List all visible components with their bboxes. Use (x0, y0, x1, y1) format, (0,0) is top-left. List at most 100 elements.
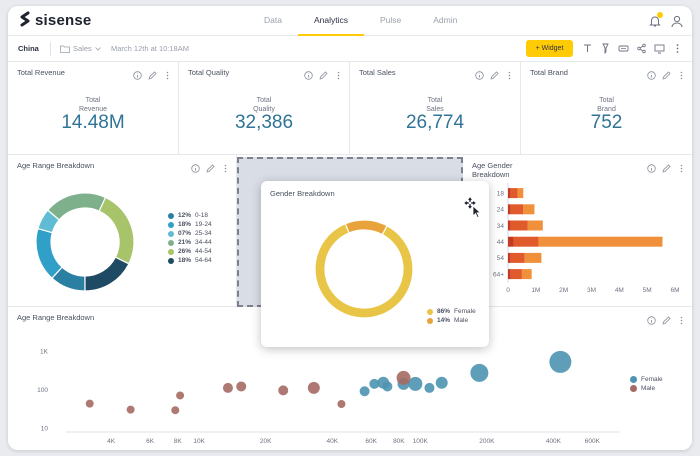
age-gender-bar-widget[interactable]: Age Gender Breakdown 18 24 34 44 54 64+ 0 1M 2M 3M… (463, 155, 692, 307)
export-pdf-icon[interactable] (618, 43, 629, 54)
bar-segment[interactable] (538, 236, 663, 247)
widget-menu-icon[interactable] (677, 312, 686, 325)
widget-menu-icon[interactable] (221, 160, 230, 173)
top-navigation-bar: sisense Data Analytics Pulse Admin (8, 6, 692, 36)
bubble-female[interactable] (470, 363, 489, 382)
bubble-male[interactable] (85, 399, 94, 408)
edit-pencil-icon[interactable] (319, 67, 328, 80)
kpi-widget-total-brand[interactable]: Total Brand Total Brand 752 (521, 62, 692, 155)
legend-item[interactable]: 12% 0-18 (168, 211, 212, 220)
toolbar-icons (582, 43, 683, 54)
bubble-female[interactable] (359, 386, 370, 397)
legend-swatch (630, 385, 637, 392)
bar-segment[interactable] (510, 252, 525, 263)
bubble-male[interactable] (396, 370, 411, 385)
legend-item[interactable]: 14% Male (427, 316, 476, 325)
bubble-male[interactable] (126, 405, 135, 414)
gender-breakdown-widget-dragging[interactable]: Gender Breakdown 86% Female 14% Male (261, 181, 489, 347)
add-widget-button[interactable]: + Widget (526, 40, 573, 57)
widget-menu-icon[interactable] (334, 67, 343, 80)
gender-slice-male[interactable] (344, 219, 388, 236)
legend-item[interactable]: 26% 44-54 (168, 247, 212, 256)
legend-item[interactable]: Female (630, 375, 663, 384)
bar-segment[interactable] (508, 236, 514, 247)
info-icon[interactable] (647, 160, 656, 173)
widget-menu-icon[interactable] (677, 160, 686, 173)
age-range-slice-44-54[interactable] (98, 196, 135, 265)
edit-pencil-icon[interactable] (148, 67, 157, 80)
nav-tab-data[interactable]: Data (264, 15, 282, 25)
bubble-male[interactable] (176, 391, 185, 400)
age-range-slice-34-44[interactable] (46, 192, 107, 221)
widget-actions (475, 67, 514, 80)
widget-menu-icon[interactable] (163, 67, 172, 80)
bubble-female[interactable] (424, 382, 435, 393)
kpi-widget-total-quality[interactable]: Total Quality Total Quality 32,386 (179, 62, 350, 155)
edit-pencil-icon[interactable] (662, 160, 671, 173)
legend-item[interactable]: 21% 34-44 (168, 238, 212, 247)
legend-item[interactable]: 86% Female (427, 307, 476, 316)
bubble-male[interactable] (337, 400, 346, 409)
nav-tab-pulse[interactable]: Pulse (379, 15, 402, 25)
edit-pencil-icon[interactable] (206, 160, 215, 173)
bubble-male[interactable] (236, 381, 247, 392)
text-format-icon[interactable] (582, 43, 593, 54)
bar-segment[interactable] (510, 269, 522, 280)
edit-pencil-icon[interactable] (490, 67, 499, 80)
bubble-female[interactable] (435, 376, 448, 389)
notifications-bell-icon[interactable] (648, 12, 663, 28)
bar-segment[interactable] (513, 236, 539, 247)
bar-segment[interactable] (521, 269, 532, 280)
bar-segment[interactable] (523, 204, 535, 215)
bar-segment[interactable] (508, 188, 511, 199)
info-icon[interactable] (304, 67, 313, 80)
bubble-male[interactable] (278, 385, 289, 396)
widget-menu-icon[interactable] (677, 67, 686, 80)
bubble-female[interactable] (549, 350, 572, 373)
bar-segment[interactable] (508, 269, 511, 280)
bar-segment[interactable] (508, 252, 511, 263)
sisense-logo[interactable]: sisense (18, 11, 91, 29)
bar-segment[interactable] (510, 188, 518, 199)
bubble-male[interactable] (222, 382, 233, 393)
bar-segment[interactable] (510, 220, 528, 231)
bar-segment[interactable] (508, 220, 511, 231)
legend-item[interactable]: 07% 25-34 (168, 229, 212, 238)
bubble-female[interactable] (369, 378, 380, 389)
nav-tab-analytics[interactable]: Analytics (297, 6, 364, 36)
folder-selector[interactable]: Sales (60, 44, 101, 53)
info-icon[interactable] (475, 67, 484, 80)
bubble-male[interactable] (307, 381, 320, 394)
kpi-widget-total-revenue[interactable]: Total Revenue Total Revenue 14.48M (8, 62, 179, 155)
more-options-icon[interactable] (672, 43, 683, 54)
info-icon[interactable] (133, 67, 142, 80)
legend-item[interactable]: Male (630, 384, 663, 393)
info-icon[interactable] (647, 67, 656, 80)
nav-tab-admin[interactable]: Admin (433, 15, 458, 25)
widget-menu-icon[interactable] (505, 67, 514, 80)
bubble-male[interactable] (171, 406, 180, 415)
legend-item[interactable]: 18% 19-24 (168, 220, 212, 229)
info-icon[interactable] (191, 160, 200, 173)
bar-segment[interactable] (527, 220, 543, 231)
gender-slice-female[interactable] (314, 222, 414, 319)
bar-segment[interactable] (517, 188, 524, 199)
info-icon[interactable] (647, 312, 656, 325)
bubble-female[interactable] (408, 376, 423, 391)
age-range-slice-54-64[interactable] (84, 256, 130, 292)
bar-segment[interactable] (524, 252, 542, 263)
bar-segment[interactable] (510, 204, 524, 215)
user-profile-icon[interactable] (670, 14, 684, 28)
bar-segment[interactable] (508, 204, 511, 215)
age-range-donut-widget[interactable]: Age Range Breakdown 12% 0-18 18% 19-24 07%… (8, 155, 237, 307)
legend-item[interactable]: 18% 54-64 (168, 256, 212, 265)
monitor-icon[interactable] (654, 43, 665, 54)
filter-icon[interactable] (600, 43, 611, 54)
dashboard-name[interactable]: China (18, 44, 39, 53)
edit-pencil-icon[interactable] (662, 312, 671, 325)
share-icon[interactable] (636, 43, 647, 54)
age-range-slice-19-24[interactable] (35, 227, 63, 280)
edit-pencil-icon[interactable] (662, 67, 671, 80)
kpi-widget-total-sales[interactable]: Total Sales Total Sales 26,774 (350, 62, 521, 155)
bubble-female[interactable] (382, 381, 393, 392)
